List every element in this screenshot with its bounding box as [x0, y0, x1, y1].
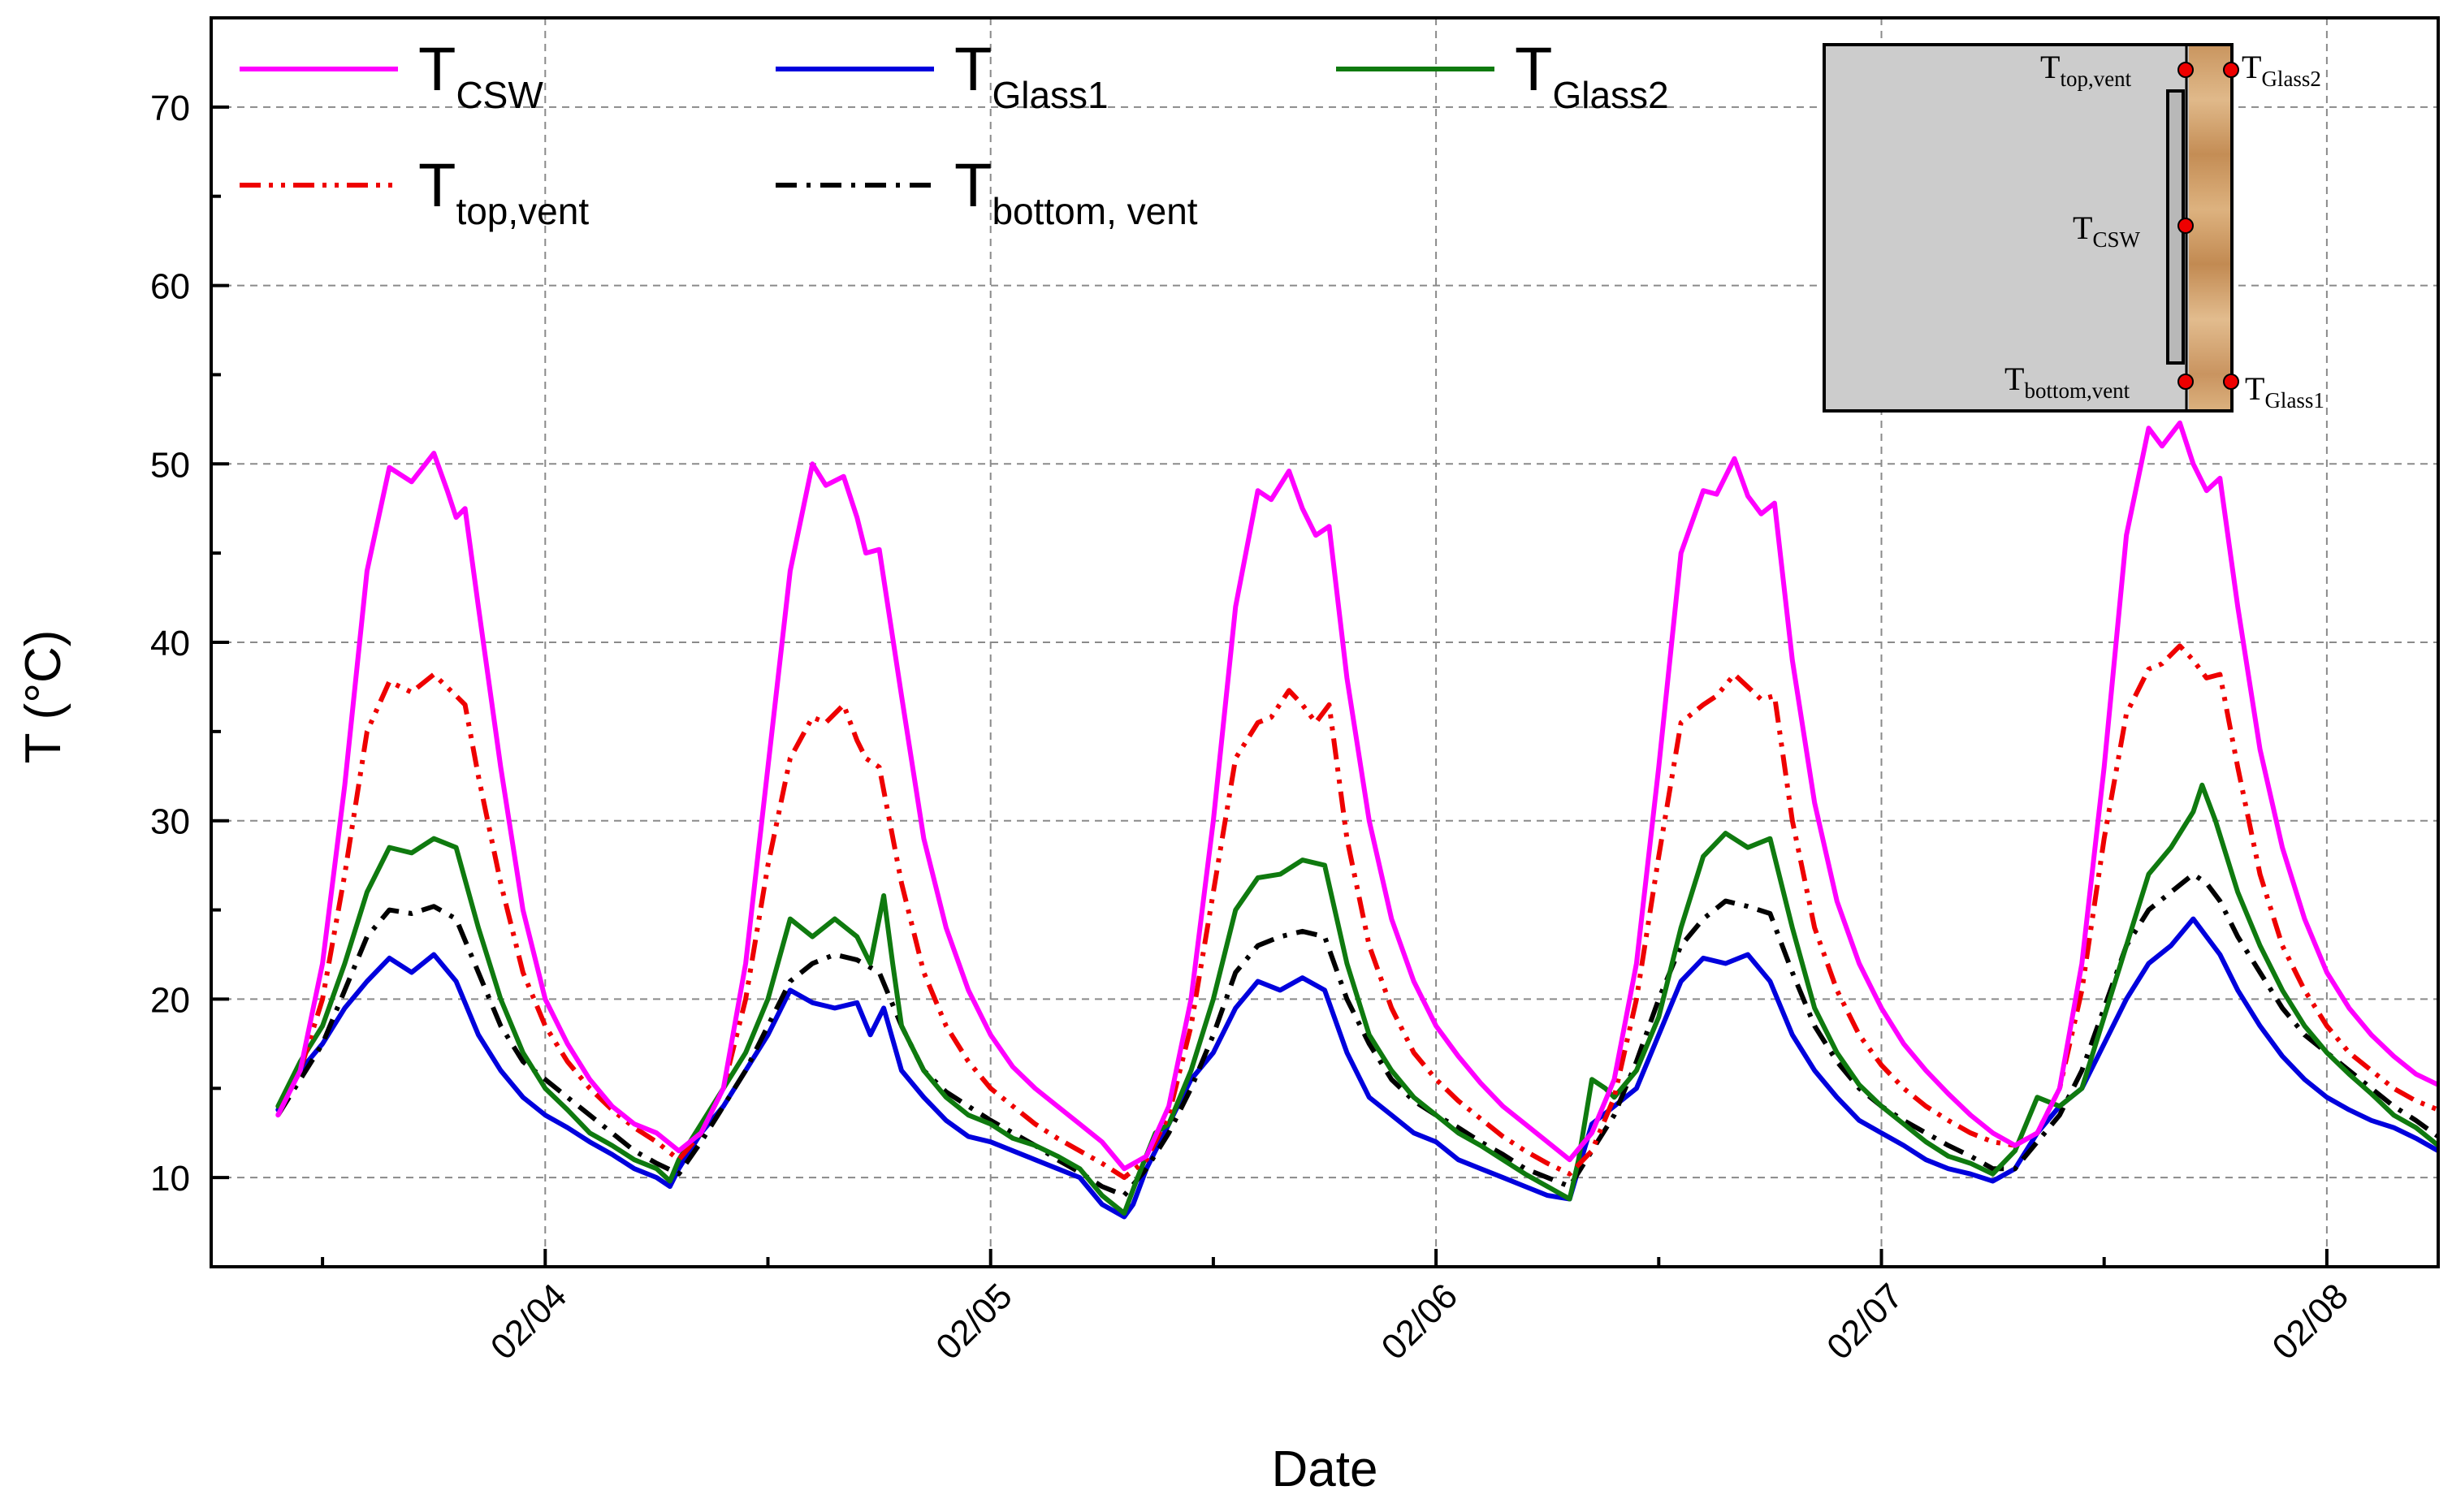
- y-tick-label: 20: [150, 980, 190, 1020]
- y-axis-title: T (°C): [15, 630, 71, 764]
- inset-sensor-glass2: [2223, 62, 2239, 78]
- series-line-top-vent: [275, 643, 2438, 1181]
- y-tick-label: 50: [150, 445, 190, 485]
- series-line-glass2: [275, 782, 2438, 1216]
- inset-frame: [1823, 43, 2234, 413]
- series-line-glass1: [275, 916, 2438, 1220]
- inset-sensor-bottom-vent: [2177, 374, 2194, 390]
- x-tick-label: 02/05: [928, 1276, 1020, 1367]
- inset-sensor-top-vent: [2177, 62, 2194, 78]
- y-tick-label: 40: [150, 624, 190, 663]
- series-line-csw: [275, 420, 2438, 1172]
- x-tick-label: 02/08: [2264, 1276, 2356, 1367]
- inset-label-glass2: TGlass2: [2242, 49, 2321, 91]
- inset-wood-layer: [2189, 45, 2232, 411]
- legend-label-glass2: TGlass2: [1515, 35, 1669, 116]
- inset-sensor-csw: [2177, 218, 2194, 234]
- x-tick-label: 02/06: [1374, 1276, 1466, 1367]
- series-layer: [275, 420, 2438, 1220]
- y-tick-label: 30: [150, 802, 190, 842]
- x-tick-label: 02/04: [483, 1276, 575, 1367]
- y-tick-label: 70: [150, 89, 190, 128]
- y-tick-label: 10: [150, 1159, 190, 1199]
- inset-label-glass1: TGlass1: [2245, 370, 2324, 413]
- x-tick-label: 02/07: [1819, 1276, 1911, 1367]
- legend-label-top-vent: Ttop,vent: [418, 151, 589, 232]
- inset-wall: [1823, 43, 2234, 413]
- series-line-bottom-vent: [275, 871, 2438, 1199]
- inset-diagram: Ttop,vent TGlass2 TCSW Tbottom,vent TGla…: [1823, 43, 2324, 413]
- inset-label-bottom-vent: Tbottom,vent: [2004, 361, 2130, 403]
- y-tick-label: 60: [150, 267, 190, 307]
- legend-label-csw: TCSW: [418, 35, 543, 116]
- inset-label-top-vent: Ttop,vent: [2040, 49, 2132, 91]
- inset-sensor-glass1: [2223, 374, 2239, 390]
- inset-label-csw: TCSW: [2073, 210, 2140, 252]
- x-axis-title: Date: [1272, 1441, 1378, 1497]
- legend-label-glass1: TGlass1: [954, 35, 1109, 116]
- legend-label-bottom-vent: Tbottom, vent: [954, 151, 1198, 232]
- legend: TCSW TGlass1 TGlass2 Ttop,vent Tbottom, vent: [240, 35, 1669, 232]
